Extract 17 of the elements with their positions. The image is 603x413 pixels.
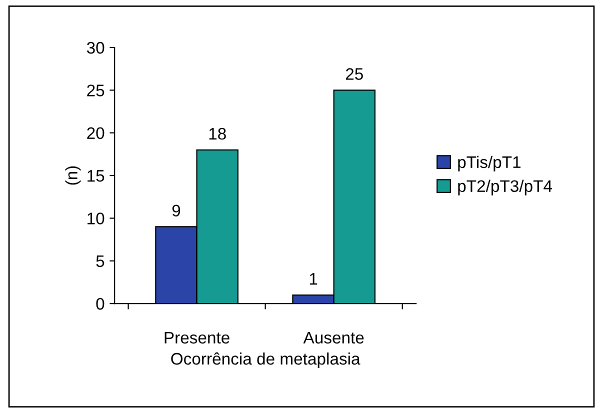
- y-tick-label: 30: [86, 42, 104, 54]
- data-label: 25: [346, 68, 363, 80]
- y-tick-label: 10: [88, 212, 104, 224]
- data-label: 1: [310, 273, 318, 285]
- y-tick-label: 25: [87, 84, 104, 96]
- data-label: 18: [209, 128, 226, 140]
- y-tick-label: 15: [88, 170, 104, 182]
- x-axis-title: Ocorrência de metaplasia: [171, 352, 360, 368]
- y-tick-label: 5: [96, 255, 104, 268]
- legend-label: pT2/pT3/pT4: [458, 180, 552, 196]
- y-axis-title: (n): [65, 166, 81, 185]
- legend-label: pTis/pT1: [458, 156, 520, 172]
- x-tick-label: Ausente: [303, 332, 364, 344]
- x-tick-label: Presente: [164, 332, 230, 344]
- y-tick-label: 20: [87, 127, 104, 140]
- data-label: 9: [172, 204, 180, 216]
- y-tick-label: 0: [96, 298, 104, 310]
